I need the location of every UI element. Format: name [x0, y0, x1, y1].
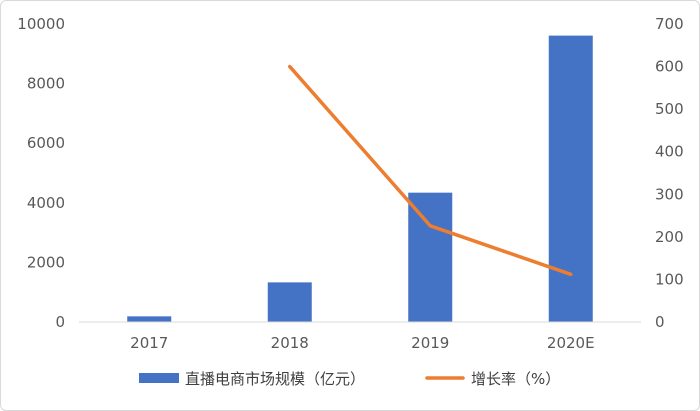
right-axis-tick-3: 300: [655, 185, 684, 203]
right-axis-tick-6: 600: [655, 58, 684, 76]
right-axis-tick-5: 500: [655, 100, 684, 118]
x-axis-ticks: 2017 2018 2019 2020E: [130, 334, 594, 352]
bar-1: [267, 282, 312, 322]
bar-0: [127, 316, 172, 322]
bars-layer: [127, 35, 593, 322]
bar-2: [408, 192, 453, 322]
legend-label-bar: 直播电商市场规模（亿元）: [185, 370, 365, 388]
bar-3: [548, 35, 593, 322]
legend-swatch-bar: [139, 373, 179, 383]
left-axis-tick-3: 6000: [27, 134, 65, 152]
left-axis-ticks: 0 2000 4000 6000 8000 10000: [17, 15, 65, 331]
right-axis-tick-0: 0: [655, 313, 665, 331]
legend-label-line: 增长率（%）: [471, 370, 560, 388]
x-axis-tick-1: 2018: [271, 334, 309, 352]
left-axis-tick-5: 10000: [17, 15, 65, 33]
right-axis-ticks: 0 100 200 300 400 500 600 700: [655, 15, 684, 331]
right-axis-tick-2: 200: [655, 228, 684, 246]
line-layer: [288, 64, 573, 277]
x-axis-tick-3: 2020E: [547, 334, 595, 352]
x-axis-tick-0: 2017: [130, 334, 168, 352]
right-axis-tick-4: 400: [655, 143, 684, 161]
left-axis-tick-2: 4000: [27, 194, 65, 212]
left-axis-tick-1: 2000: [27, 253, 65, 271]
left-axis-tick-4: 8000: [27, 75, 65, 93]
x-axis-tick-2: 2019: [411, 334, 449, 352]
right-axis-tick-1: 100: [655, 270, 684, 288]
legend: 直播电商市场规模（亿元） 增长率（%）: [139, 370, 560, 388]
left-axis-tick-0: 0: [55, 313, 65, 331]
right-axis-tick-7: 700: [655, 15, 684, 33]
